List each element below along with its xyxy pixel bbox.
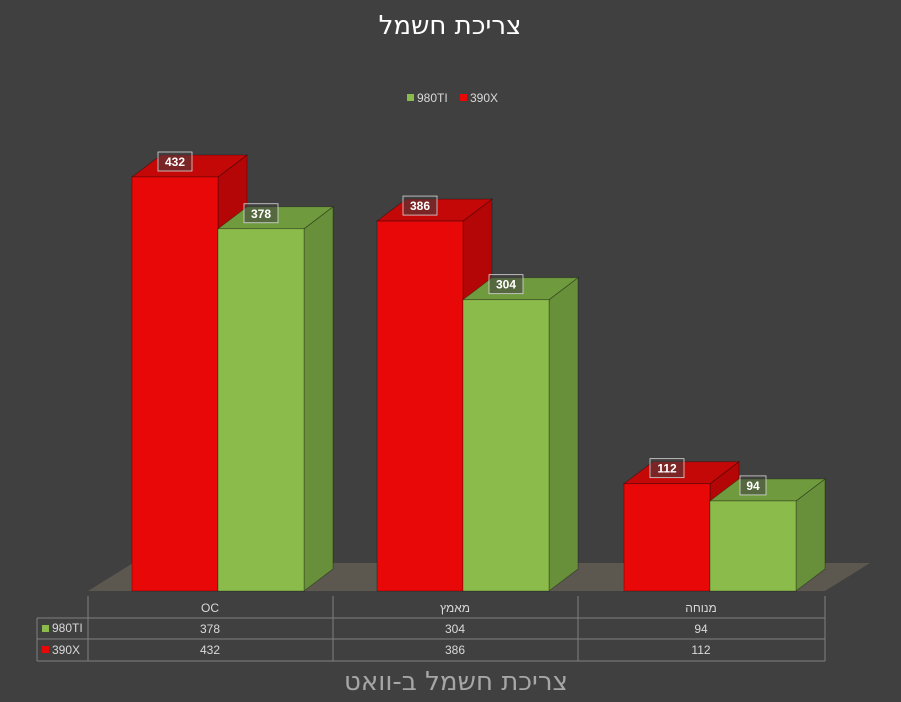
table-rowlabel-390x: 390X [52,643,80,657]
data-label-text: 386 [410,199,430,213]
data-label-390x-oc: 432 [157,151,193,172]
x-axis-title: צריכת חשמל ב-וואט [344,667,568,697]
data-label-text: 378 [251,207,271,221]
data-table: OC מאמץ מנוחה 980TI 390X 378 304 94 432 … [36,596,826,662]
table-header-idle: מנוחה [685,601,717,615]
table-cell-980ti-effort: 304 [445,622,465,636]
data-label-text: 432 [165,155,185,169]
data-label-390x-idle: 112 [649,458,685,479]
data-label-box [488,274,524,295]
data-label-390x-effort: 386 [402,195,438,216]
data-label-box [739,475,767,496]
table-header-effort: מאמץ [440,601,470,615]
legend: 980TI 390X [407,91,498,105]
data-label-box [402,195,438,216]
data-label-text: 304 [496,278,516,292]
bars-group [130,154,827,592]
data-label-text: 94 [746,479,760,493]
table-key-390x [42,646,49,653]
data-labels-group: 432 378 386 304 112 94 [157,151,767,496]
data-label-box [157,151,193,172]
bar-side [303,205,334,592]
data-label-980ti-idle: 94 [739,475,767,496]
bar-980ti-oc [216,205,335,592]
data-label-box [649,458,685,479]
chart-title: צריכת חשמל [379,11,522,41]
bar-side [548,276,579,592]
table-rowlabel-980ti: 980TI [52,621,83,635]
bar-front [623,483,711,592]
bar-front [131,176,219,592]
data-label-box [243,203,279,224]
bar-front [376,220,464,592]
bar-front [709,500,797,592]
table-cell-980ti-idle: 94 [694,622,708,636]
data-label-980ti-oc: 378 [243,203,279,224]
table-cell-980ti-oc: 378 [200,622,220,636]
legend-swatch-390x [460,94,467,101]
table-header-oc: OC [201,601,219,615]
data-label-980ti-effort: 304 [488,274,524,295]
legend-label-390x: 390X [470,91,498,105]
legend-label-980ti: 980TI [417,91,448,105]
bar-front [217,228,305,592]
table-cell-390x-idle: 112 [691,643,710,657]
bar-front [462,299,550,592]
bar-980ti-idle [708,478,827,592]
table-cell-390x-effort: 386 [445,643,465,657]
bar-980ti-effort [461,276,580,592]
table-cell-390x-oc: 432 [200,643,220,657]
data-label-text: 112 [657,462,677,476]
legend-swatch-980ti [407,94,414,101]
table-key-980ti [42,625,49,632]
